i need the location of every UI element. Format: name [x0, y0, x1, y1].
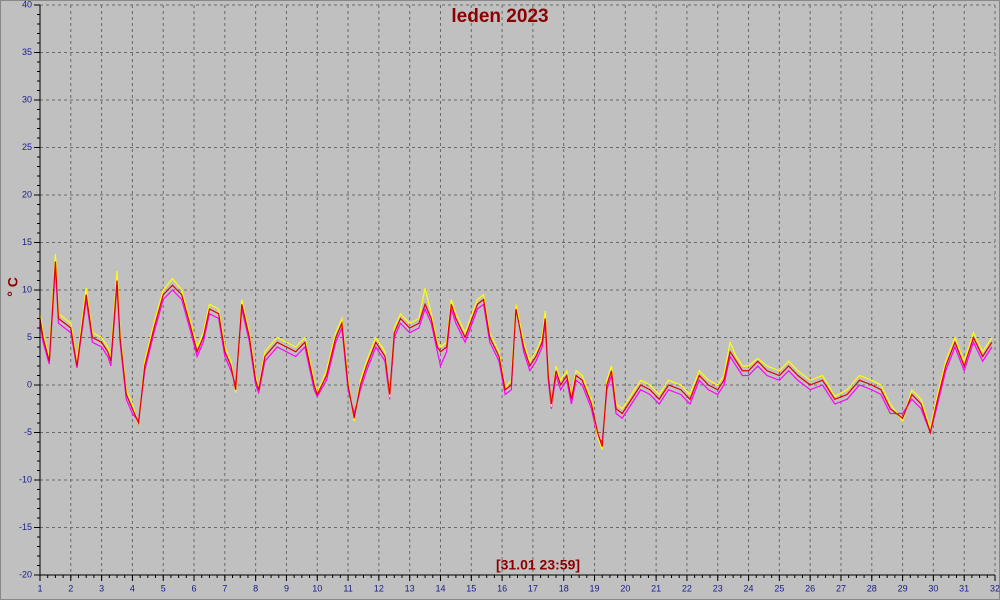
x-tick-label: 19 — [590, 583, 600, 593]
x-tick-label: 14 — [435, 583, 445, 593]
x-tick-label: 22 — [682, 583, 692, 593]
x-tick-label: 5 — [161, 583, 166, 593]
y-tick-label: 40 — [22, 0, 32, 9]
x-tick-label: 23 — [713, 583, 723, 593]
y-axis-label: ° C — [5, 277, 21, 297]
y-tick-label: 30 — [22, 94, 32, 104]
x-tick-label: 6 — [192, 583, 197, 593]
x-tick-label: 3 — [99, 583, 104, 593]
y-tick-label: -5 — [24, 427, 32, 437]
x-tick-label: 12 — [374, 583, 384, 593]
y-tick-label: 10 — [22, 284, 32, 294]
x-tick-label: 31 — [959, 583, 969, 593]
grid — [39, 4, 996, 576]
x-tick-label: 24 — [744, 583, 754, 593]
y-tick-label: 5 — [27, 332, 32, 342]
x-tick-label: 4 — [130, 583, 135, 593]
x-tick-label: 17 — [528, 583, 538, 593]
x-tick-label: 25 — [774, 583, 784, 593]
x-tick-label: 32 — [990, 583, 1000, 593]
x-tick-label: 21 — [651, 583, 661, 593]
x-tick-label: 30 — [928, 583, 938, 593]
lines — [39, 253, 993, 450]
y-tick-label: -15 — [19, 522, 32, 532]
y-tick-label: 35 — [22, 47, 32, 57]
chart-title: leden 2023 — [451, 6, 548, 27]
y-tick-label: -20 — [19, 569, 32, 579]
x-tick-label: 29 — [898, 583, 908, 593]
x-tick-label: 9 — [284, 583, 289, 593]
data-line — [39, 261, 993, 447]
y-tick-label: 15 — [22, 237, 32, 247]
annotation: [31.01 23:59] — [496, 557, 580, 573]
y-tick-label: 25 — [22, 142, 32, 152]
data-line — [39, 253, 993, 450]
y-tick-label: -10 — [19, 474, 32, 484]
x-tick-label: 20 — [620, 583, 630, 593]
x-tick-label: 2 — [68, 583, 73, 593]
x-tick-label: 7 — [222, 583, 227, 593]
x-tick-label: 1 — [37, 583, 42, 593]
x-tick-label: 13 — [405, 583, 415, 593]
x-tick-label: 26 — [805, 583, 815, 593]
x-tick-label: 11 — [343, 583, 352, 593]
x-tick-label: 16 — [497, 583, 507, 593]
x-tick-label: 8 — [253, 583, 258, 593]
x-tick-label: 15 — [466, 583, 476, 593]
data-line — [39, 266, 993, 444]
y-tick-label: 20 — [22, 189, 32, 199]
y-tick-label: 0 — [27, 379, 32, 389]
x-tick-label: 18 — [559, 583, 569, 593]
x-tick-label: 28 — [867, 583, 877, 593]
x-tick-label: 10 — [312, 583, 322, 593]
x-tick-label: 27 — [836, 583, 846, 593]
